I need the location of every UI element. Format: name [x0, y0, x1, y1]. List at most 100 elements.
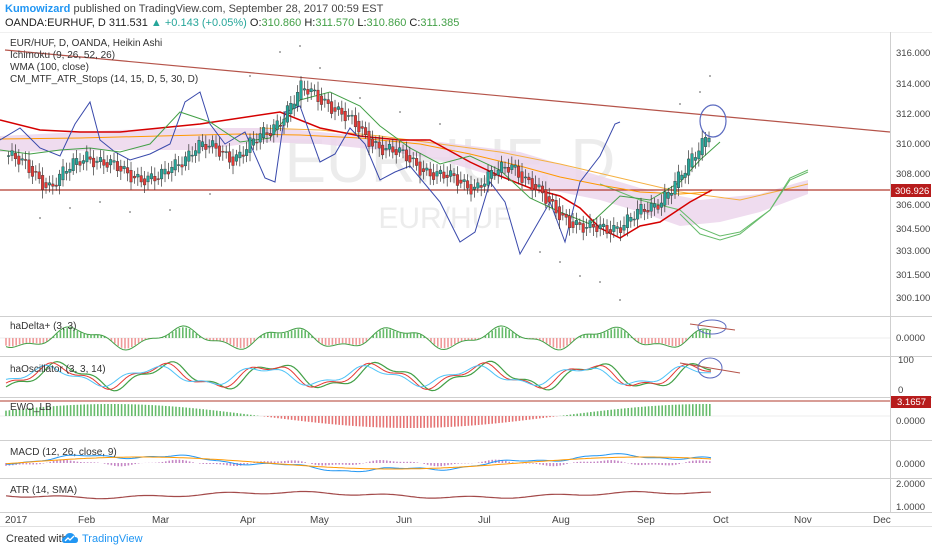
macd-bar: [349, 463, 351, 465]
ewo-bar: [311, 416, 313, 422]
hadelta-bar: [559, 338, 561, 349]
macd-bar: [546, 463, 548, 466]
ewo-title[interactable]: EWO_LB: [10, 402, 52, 413]
haoscillator-pane[interactable]: haOscillator (3, 3, 14) 100 0: [6, 355, 914, 396]
bear-candle: [568, 209, 571, 236]
hadelta-bar: [495, 329, 497, 338]
macd-bar: [26, 463, 28, 464]
macd-bar: [604, 461, 606, 463]
bull-candle: [58, 170, 61, 195]
author-link[interactable]: Kumowizard: [5, 3, 70, 15]
hadelta-bar: [138, 338, 140, 343]
macd-bar: [539, 463, 541, 464]
macd-bar: [284, 461, 286, 463]
macd-title[interactable]: MACD (12, 26, close, 9): [10, 447, 117, 458]
macd-bar: [590, 462, 592, 463]
hadelta-bar: [583, 335, 585, 338]
macd-bar: [529, 463, 531, 464]
macd-bar: [672, 463, 674, 465]
bull-candle: [626, 207, 629, 236]
bull-candle: [109, 155, 112, 173]
macd-bar: [430, 463, 432, 466]
legend-atr-stops[interactable]: CM_MTF_ATR_Stops (14, 15, D, 5, 30, D): [10, 74, 198, 85]
macd-bar: [658, 463, 660, 465]
ewo-bar: [291, 416, 293, 420]
hadelta-bar: [230, 338, 232, 344]
hadelta-bar: [226, 338, 228, 343]
hadelta-bar: [444, 338, 446, 348]
macd-bar: [702, 461, 704, 463]
time-axis[interactable]: 2017 Feb Mar Apr May Jun Jul Aug Sep Oct…: [5, 515, 891, 526]
bull-candle: [65, 163, 68, 181]
macd-bar: [32, 463, 34, 465]
atr-title[interactable]: ATR (14, SMA): [10, 485, 77, 496]
atr-pane[interactable]: ATR (14, SMA) 2.0000 1.0000: [6, 479, 925, 513]
macd-bar: [165, 461, 167, 463]
haosc-title[interactable]: haOscillator (3, 3, 14): [10, 364, 106, 375]
time-tick: Nov: [794, 515, 812, 526]
last-price: 311.531: [109, 17, 148, 29]
macd-bar: [508, 462, 510, 463]
legend-symbol[interactable]: EUR/HUF, D, OANDA, Heikin Ashi: [10, 38, 162, 49]
hadelta-bar: [461, 338, 463, 341]
ewo-bar: [580, 413, 582, 416]
hadelta-bar: [213, 338, 215, 340]
macd-bar: [29, 463, 31, 464]
bear-candle: [52, 175, 55, 194]
price-axis[interactable]: 316.000 314.000 312.000 310.000 308.000 …: [896, 48, 930, 304]
publish-info: published on TradingView.com, September …: [73, 3, 383, 15]
ewo-bar: [335, 416, 337, 425]
haosc-green-line: [6, 361, 711, 391]
macd-bar: [709, 461, 711, 463]
price-tick: 312.000: [896, 109, 930, 120]
macd-bar: [692, 461, 694, 463]
macd-bar: [213, 463, 215, 464]
chart-area[interactable]: EURHUF, D EUR/HUF EUR/HUF, D, OANDA, Hei…: [0, 32, 932, 526]
bear-candle: [120, 160, 123, 180]
bear-candle: [38, 163, 41, 183]
ewo-bar: [372, 416, 374, 427]
hadelta-bar: [355, 338, 357, 345]
macd-bar: [206, 463, 208, 464]
bear-candle: [45, 178, 48, 194]
macd-bar: [83, 462, 85, 463]
legend-wma[interactable]: WMA (100, close): [10, 62, 89, 73]
ewo-bar: [658, 406, 660, 416]
ewo-pane[interactable]: EWO_LB 0.0000 3.1657: [0, 396, 931, 428]
bull-candle: [681, 170, 684, 187]
macd-bar: [559, 463, 561, 466]
macd-bar: [274, 461, 276, 463]
hadelta-bar: [362, 338, 364, 343]
hadelta-bar: [294, 330, 296, 338]
macd-bar: [56, 460, 58, 463]
ewo-bar: [464, 416, 466, 426]
ewo-bar: [406, 416, 408, 428]
macd-bar: [536, 463, 538, 464]
hadelta-pane[interactable]: haDelta+ (3, 3) 0.0000: [0, 320, 925, 350]
bear-candle: [106, 155, 109, 172]
ewo-bar: [179, 407, 181, 416]
hadelta-bar: [389, 330, 391, 338]
ewo-bar: [481, 416, 483, 425]
hadelta-bar: [29, 338, 31, 343]
ewo-bar: [621, 409, 623, 416]
macd-bar: [73, 461, 75, 463]
macd-bar: [359, 463, 361, 464]
ewo-bar: [128, 404, 130, 416]
hadelta-bar: [614, 328, 616, 338]
legend-ichimoku[interactable]: Ichimoku (9, 26, 52, 26): [10, 50, 115, 61]
macd-bar: [172, 460, 174, 463]
macd-bar: [294, 460, 296, 463]
hadelta-bar: [607, 331, 609, 338]
ewo-bar: [702, 404, 704, 416]
macd-bar: [298, 461, 300, 463]
hadelta-bar: [338, 338, 340, 343]
hadelta-title[interactable]: haDelta+ (3, 3): [10, 321, 76, 332]
ewo-bar: [359, 416, 361, 426]
ewo-bar: [519, 416, 521, 421]
macd-pane[interactable]: MACD (12, 26, close, 9) 0.0000: [5, 447, 925, 472]
macd-bar: [281, 461, 283, 463]
tradingview-link[interactable]: TradingView: [82, 533, 143, 545]
ewo-bar: [610, 410, 612, 416]
macd-bar: [393, 461, 395, 463]
